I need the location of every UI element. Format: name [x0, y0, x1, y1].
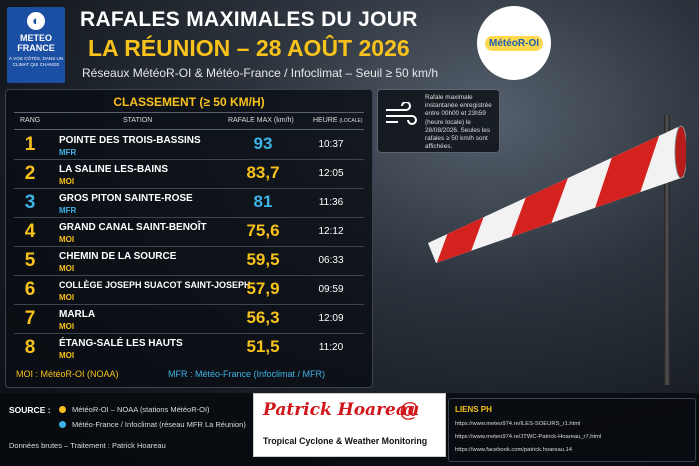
col-header-rank: RANG [20, 117, 41, 124]
logo-name-line1: METEO [19, 33, 52, 43]
station-name: GRAND CANAL SAINT-BENOÎT [59, 222, 207, 233]
table-row: 6 COLLÈGE JOSEPH SUACOT SAINT-JOSEPH MOI… [14, 276, 364, 305]
legend-moi: MOI : MétéoR-OI (NOAA) [16, 369, 119, 379]
header-divider-top [14, 112, 364, 113]
gust-time: 06:33 [318, 255, 344, 266]
station-name: MARLA [59, 309, 96, 320]
gust-value: 57,9 [246, 279, 280, 298]
source-dot-icon [59, 421, 66, 428]
station-name: CHEMIN DE LA SOURCE [59, 251, 177, 262]
legend-mfr: MFR : Météo-France (Infoclimat / MFR) [168, 369, 326, 379]
gust-time: 12:09 [318, 313, 344, 324]
gust-time: 11:36 [318, 197, 344, 208]
source-dot-icon [59, 406, 66, 413]
links-title: LIENS PH [455, 405, 492, 414]
col-header-gust: RAFALE MAX (km/h) [228, 117, 294, 124]
gust-value: 56,3 [246, 308, 280, 327]
table-row: 7 MARLA MOI 56,3 12:09 [14, 305, 364, 334]
station-name: POINTE DES TROIS-BASSINS [59, 135, 201, 146]
links-panel: LIENS PH https://www.meteo974.re/ILES-SO… [448, 398, 696, 462]
table-row: 3 GROS PITON SAINTE-ROSE MFR 81 11:36 [14, 189, 364, 218]
rank-number: 5 [24, 250, 36, 271]
station-name: ÉTANG-SALÉ LES HAUTS [59, 338, 183, 349]
info-text: Rafale maximale instantanée enregistrée … [425, 94, 492, 151]
col-header-station: STATION [123, 117, 153, 124]
station-name: LA SALINE LES-BAINS [59, 164, 169, 175]
link-item[interactable]: https://www.facebook.com/patrick.hoareau… [455, 447, 572, 453]
gust-value: 93 [253, 134, 273, 153]
page-subtitle: LA RÉUNION – 28 AOÛT 2026 [88, 35, 410, 61]
link-item[interactable]: https://www.meteo974.re/JTWC-Patrick-Hoa… [455, 434, 602, 440]
meteor-oi-logo: MétéoR-OI [477, 6, 551, 80]
rank-number: 8 [24, 337, 36, 358]
station-network: MFR [59, 206, 77, 215]
windsock-pole [664, 115, 670, 385]
logo-tagline: À VOS CÔTÉS, DANS UN CLIMAT QUI CHANGE [8, 56, 64, 67]
gust-value: 51,5 [246, 337, 280, 356]
meteo-france-logo: ◐ METEO FRANCE À VOS CÔTÉS, DANS UN CLIMA… [7, 7, 65, 83]
station-name: GROS PITON SAINTE-ROSE [59, 193, 193, 204]
table-row: 8 ÉTANG-SALÉ LES HAUTS MOI 51,5 11:20 [14, 334, 364, 362]
wind-icon [386, 102, 417, 125]
source-item-2: Météo-France / Infoclimat (réseau MFR La… [72, 420, 246, 429]
table-row: 4 GRAND CANAL SAINT-BENOÎT MOI 75,6 12:1… [14, 218, 364, 247]
cyclone-icon: @ [399, 400, 420, 422]
info-box: Rafale maximale instantanée enregistrée … [377, 89, 500, 153]
gust-value: 81 [253, 192, 273, 211]
brand-name: Patrick Hoareau [263, 400, 420, 420]
page-title: RAFALES MAXIMALES DU JOUR [80, 8, 418, 31]
rank-number: 2 [24, 163, 36, 184]
gust-time: 12:12 [318, 226, 344, 237]
link-item[interactable]: https://www.meteo974.re/ILES-SOEURS_r1.h… [455, 421, 581, 427]
table-row: 1 POINTE DES TROIS-BASSINS MFR 93 10:37 [14, 131, 364, 160]
col-header-time-label: HEURE [313, 117, 338, 124]
header-divider-bottom [14, 129, 364, 130]
table-row: 2 LA SALINE LES-BAINS MOI 83,7 12:05 [14, 160, 364, 189]
station-network: MOI [59, 293, 75, 302]
station-network: MOI [59, 351, 75, 360]
table-row: 5 CHEMIN DE LA SOURCE MOI 59,5 06:33 [14, 247, 364, 276]
meteo-france-emblem-icon: ◐ [27, 12, 45, 30]
col-header-time: HEURE (LOCALE) [313, 117, 363, 124]
station-network: MOI [59, 235, 75, 244]
logo-name-line2: FRANCE [17, 43, 55, 53]
gust-time: 12:05 [318, 168, 344, 179]
ranking-table: CLASSEMENT (≥ 50 KM/H) RANG STATION RAFA… [5, 89, 373, 388]
col-header-time-note: (LOCALE) [339, 118, 363, 124]
rank-number: 1 [24, 134, 36, 155]
gust-value: 83,7 [246, 163, 280, 182]
gust-value: 59,5 [246, 250, 280, 269]
rank-number: 3 [24, 192, 36, 213]
rank-number: 6 [24, 279, 36, 300]
gust-value: 75,6 [246, 221, 280, 240]
source-item-1: MétéoR-OI – NOAA (stations MétéoR-OI) [72, 405, 210, 414]
raw-data-credit: Données brutes – Traitement : Patrick Ho… [9, 441, 166, 450]
rank-number: 7 [24, 308, 36, 329]
brand-tagline: Tropical Cyclone & Weather Monitoring [263, 436, 428, 446]
brand-banner: Patrick Hoareau @ Tropical Cyclone & Wea… [253, 393, 446, 457]
station-network: MOI [59, 322, 75, 331]
source-label: SOURCE : [9, 405, 51, 415]
station-network: MFR [59, 148, 77, 157]
meteor-oi-logo-text: MétéoR-OI [485, 35, 543, 51]
station-name: COLLÈGE JOSEPH SUACOT SAINT-JOSEPH [59, 280, 251, 290]
sources-subtitle: Réseaux MétéoR-OI & Météo-France / Infoc… [82, 66, 439, 80]
gust-time: 09:59 [318, 284, 344, 295]
ranking-title: CLASSEMENT (≥ 50 KM/H) [113, 95, 265, 109]
gust-time: 11:20 [318, 342, 344, 353]
station-network: MOI [59, 177, 75, 186]
station-network: MOI [59, 264, 75, 273]
rank-number: 4 [24, 221, 36, 242]
gust-time: 10:37 [318, 139, 344, 150]
